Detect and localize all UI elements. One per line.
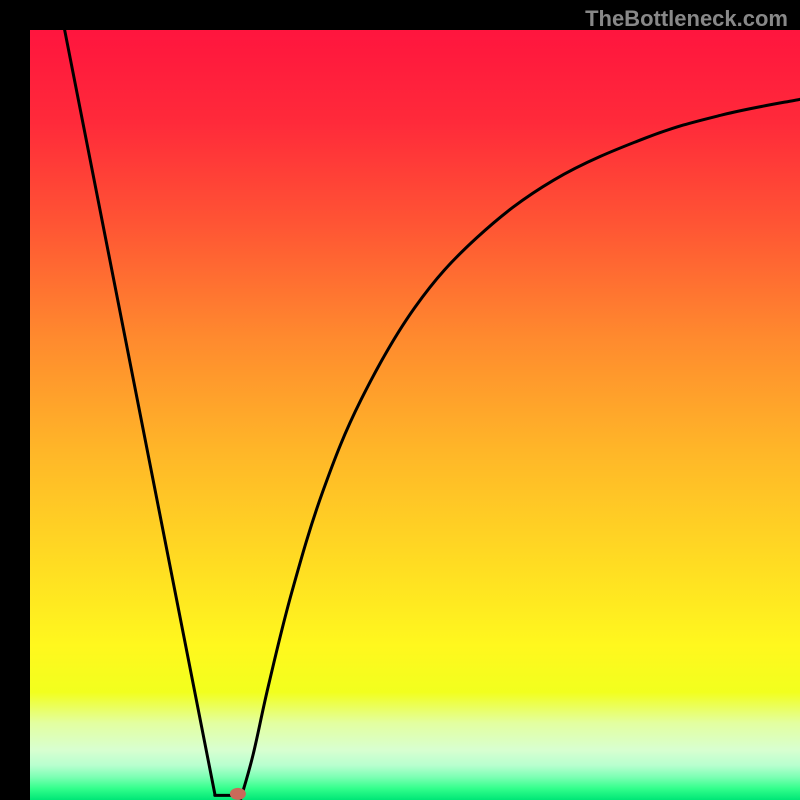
plot-background [30, 30, 800, 800]
optimum-marker [230, 788, 246, 800]
bottleneck-chart [0, 0, 800, 800]
frame-left [0, 0, 30, 800]
chart-container: TheBottleneck.com [0, 0, 800, 800]
watermark-label: TheBottleneck.com [585, 6, 788, 32]
